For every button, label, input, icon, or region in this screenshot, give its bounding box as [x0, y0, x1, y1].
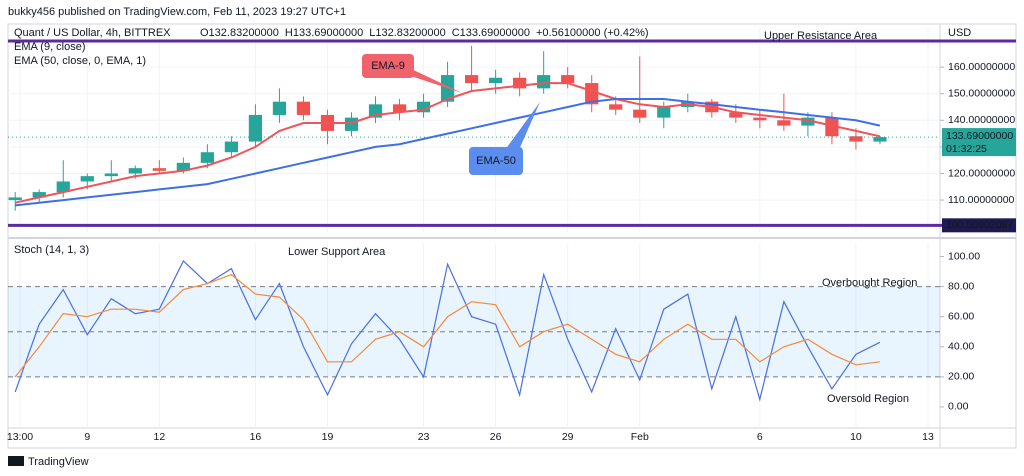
candle-body [416, 101, 431, 113]
candle-body [561, 75, 575, 84]
x-tick-label: 23 [418, 431, 430, 443]
x-tick-label: 26 [490, 431, 502, 443]
callout-box [469, 147, 523, 175]
x-tick-label: 13 [922, 431, 934, 443]
series-line [14, 82, 881, 204]
annotation: Upper Resistance Area [764, 30, 878, 42]
candle-body [152, 168, 166, 171]
x-tick-label: 10 [850, 431, 862, 443]
indicator-title: Stoch (14, 1, 3) [14, 244, 89, 256]
last-price-label: 133.69000000 [946, 130, 1013, 142]
callout-box [362, 54, 414, 78]
series-line [14, 260, 881, 402]
frame [7, 23, 1017, 449]
candle-body [753, 117, 767, 121]
annotation: Lower Support Area [288, 246, 386, 258]
publisher: bukky456 published on TradingView.com, F… [8, 6, 346, 18]
x-tick-label: 13:00 [7, 431, 33, 443]
annotation: Oversold Region [827, 393, 909, 405]
ohlc-value: +0.56100000 (+0.42%) [536, 27, 649, 39]
candle-body [729, 112, 743, 118]
y-tick-label: 40.00 [948, 341, 974, 353]
y-tick-label: 150.00000000 [948, 87, 1015, 99]
annotation: EMA-50 [476, 155, 516, 167]
candle-body [489, 77, 503, 84]
series-line [15, 98, 881, 207]
candle-body [657, 106, 671, 118]
ohlc-legend: O132.83200000 H133.69000000 L132.83200000 C… [200, 27, 649, 39]
y-tick-label: 80.00 [948, 280, 974, 292]
last-price-box [942, 128, 1016, 157]
y-tick-label: 160.00000000 [948, 61, 1015, 73]
candle-body [8, 197, 22, 201]
candle-body [344, 117, 359, 131]
y-tick-label: 100.00 [948, 250, 980, 262]
legend-entry: EMA (50, close, 0, EMA, 1) [14, 55, 146, 67]
currency: USD [948, 27, 971, 39]
candle-body [392, 104, 407, 113]
legend-entry: EMA (9, close) [14, 41, 86, 53]
callout-pointer [505, 102, 540, 152]
header-bar [0, 0, 1024, 24]
candle-body [801, 117, 815, 126]
axis: 13:00 9 12 16 19 23 26 29 Feb 6 10 13 110.00000000 12… [7, 61, 1016, 443]
candle-body [80, 176, 94, 182]
x-tick-label: Feb [631, 431, 649, 443]
x-tick-label: 29 [562, 431, 574, 443]
y-tick-label: 120.00000000 [948, 167, 1015, 179]
countdown: 01:32:25 [946, 143, 987, 155]
candle-body [200, 152, 214, 163]
level-label-box [942, 218, 1016, 233]
y-tick-label: 0.00 [948, 401, 969, 413]
callout-pointer [405, 66, 462, 93]
x-tick-label: 6 [757, 431, 763, 443]
ohlc-value: H133.69000000 [285, 27, 363, 39]
ohlc-value: L132.83200000 [369, 27, 445, 39]
candle-body [825, 117, 839, 137]
candle-body [56, 181, 70, 193]
y-tick-label: 110.00000000 [948, 194, 1015, 206]
candle-body [224, 141, 238, 153]
plot [8, 39, 1016, 402]
candle-body [248, 114, 263, 142]
level-label: 100.50902087 [946, 219, 1013, 231]
candle-body [272, 101, 287, 115]
footer: TradingView [28, 456, 89, 468]
candle-body [128, 168, 142, 174]
x-tick-label: 16 [250, 431, 262, 443]
series-line [14, 273, 880, 378]
ohlc-value: O132.83200000 [200, 27, 279, 39]
candle-body [537, 75, 551, 89]
y-tick-label: 20.00 [948, 371, 974, 383]
ohlc-value: C133.69000000 [452, 27, 530, 39]
candle-body [849, 136, 863, 142]
y-tick-label: 140.00000000 [948, 114, 1015, 126]
x-tick-label: 9 [84, 431, 90, 443]
grid [8, 28, 940, 428]
candle-body [296, 101, 311, 115]
candle-body [513, 77, 527, 89]
x-tick-label: 12 [153, 431, 165, 443]
candle-body [609, 104, 623, 110]
x-tick-label: 19 [322, 431, 334, 443]
candle-body [585, 83, 599, 105]
candle-body [104, 173, 118, 177]
annotation: Overbought Region [822, 277, 917, 289]
candle-body [32, 192, 46, 198]
candle-body [633, 109, 647, 118]
logo [8, 456, 24, 466]
candle-body [440, 75, 455, 102]
annotation: EMA-9 [371, 60, 405, 72]
symbol-title: Quant / US Dollar, 4h, BITTREX [14, 27, 171, 39]
candle-body [777, 120, 791, 126]
candle-body [176, 162, 190, 171]
candle-body [464, 75, 479, 84]
candle-body [873, 137, 887, 142]
y-tick-label: 60.00 [948, 310, 974, 322]
